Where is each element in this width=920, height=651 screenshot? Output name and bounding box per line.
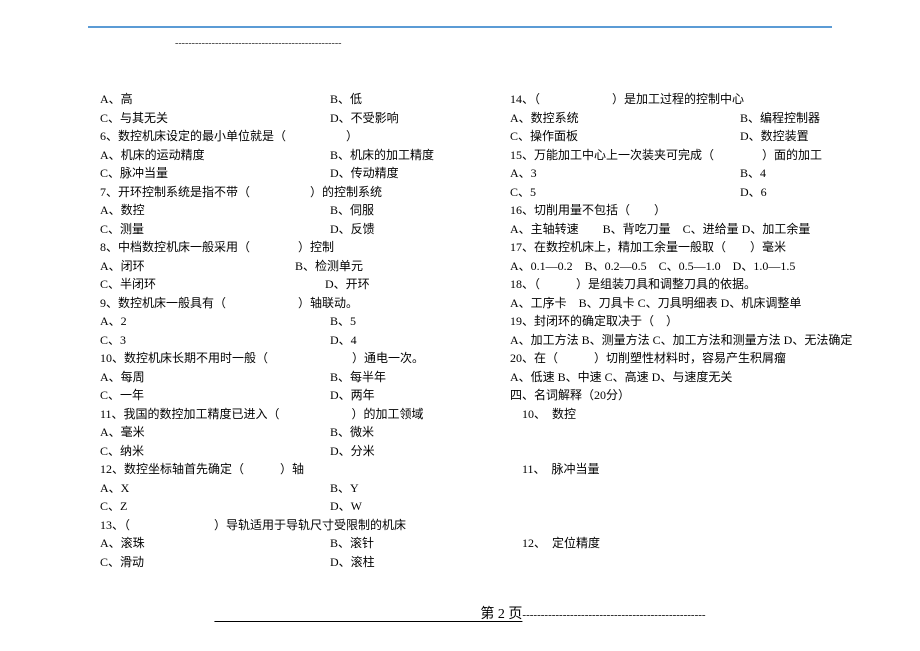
- option-c: C、脉冲当量: [100, 164, 330, 183]
- option-c: C、Z: [100, 497, 330, 516]
- option-c: C、操作面板: [510, 127, 740, 146]
- option-d: D、W: [330, 497, 362, 516]
- option-a: A、滚珠: [100, 534, 330, 553]
- option-a: A、数控: [100, 201, 330, 220]
- option-a: A、高: [100, 90, 330, 109]
- option-d: D、两年: [330, 386, 375, 405]
- question-20: 20、在（ ）切削塑性材料时，容易产生积屑瘤: [510, 349, 860, 368]
- question-14: 14、（ ）是加工过程的控制中心: [510, 90, 860, 109]
- question-9: 9、数控机床一般具有（ ）轴联动。: [100, 294, 500, 313]
- option-a: A、数控系统: [510, 109, 740, 128]
- options-18: A、工序卡 B、刀具卡 C、刀具明细表 D、机床调整单: [510, 294, 860, 313]
- option-a: A、毫米: [100, 423, 330, 442]
- top-dashes: ----------------------------------------…: [175, 38, 342, 49]
- option-b: B、5: [330, 312, 356, 331]
- term-12: 12、 定位精度: [510, 534, 860, 553]
- question-13: 13、（ ）导轨适用于导轨尺寸受限制的机床: [100, 516, 500, 535]
- question-18: 18、（ ）是组装刀具和调整刀具的依据。: [510, 275, 860, 294]
- option-b: B、微米: [330, 423, 374, 442]
- option-a: A、每周: [100, 368, 330, 387]
- question-11: 11、我国的数控加工精度已进入（ ）的加工领域: [100, 405, 500, 424]
- options-19: A、加工方法 B、测量方法 C、加工方法和测量方法 D、无法确定: [510, 331, 860, 350]
- option-c: C、3: [100, 331, 330, 350]
- option-d: D、传动精度: [330, 164, 399, 183]
- section-4-title: 四、名词解释（20分）: [510, 386, 860, 405]
- option-b: B、每半年: [330, 368, 386, 387]
- question-16: 16、切削用量不包括（ ）: [510, 201, 860, 220]
- blank: [510, 497, 860, 516]
- question-8: 8、中档数控机床一般采用（ ）控制: [100, 238, 500, 257]
- blank: [510, 423, 860, 442]
- question-6: 6、数控机床设定的最小单位就是（ ）: [100, 127, 500, 146]
- term-10: 10、 数控: [510, 405, 860, 424]
- footer-dashes: ----------------------------------------…: [522, 609, 705, 621]
- option-b: B、检测单元: [295, 257, 363, 276]
- option-b: B、编程控制器: [740, 109, 820, 128]
- option-c: C、测量: [100, 220, 330, 239]
- option-c: C、半闭环: [100, 275, 325, 294]
- footer: 第 2 页-----------------------------------…: [0, 603, 920, 623]
- option-a: A、2: [100, 312, 330, 331]
- question-19: 19、封闭环的确定取决于（ ）: [510, 312, 860, 331]
- header-rule: [88, 26, 832, 28]
- option-b: B、滚针: [330, 534, 374, 553]
- option-d: D、4: [330, 331, 357, 350]
- option-c: C、一年: [100, 386, 330, 405]
- option-d: D、开环: [325, 275, 370, 294]
- blank: [510, 479, 860, 498]
- option-b: B、伺服: [330, 201, 374, 220]
- option-b: B、Y: [330, 479, 359, 498]
- option-b: B、4: [740, 164, 766, 183]
- option-d: D、分米: [330, 442, 375, 461]
- option-b: B、机床的加工精度: [330, 146, 434, 165]
- option-a: A、闭环: [100, 257, 295, 276]
- right-column: 14、（ ）是加工过程的控制中心 A、数控系统B、编程控制器 C、操作面板D、数…: [510, 90, 860, 571]
- option-d: D、不受影响: [330, 109, 399, 128]
- option-c: C、纳米: [100, 442, 330, 461]
- question-12: 12、数控坐标轴首先确定（ ）轴: [100, 460, 500, 479]
- option-c: C、与其无关: [100, 109, 330, 128]
- options-17: A、0.1—0.2 B、0.2—0.5 C、0.5—1.0 D、1.0—1.5: [510, 257, 860, 276]
- option-a: A、机床的运动精度: [100, 146, 330, 165]
- option-b: B、低: [330, 90, 362, 109]
- question-15: 15、万能加工中心上一次装夹可完成（ ）面的加工: [510, 146, 860, 165]
- term-11: 11、 脉冲当量: [510, 460, 860, 479]
- option-c: C、5: [510, 183, 740, 202]
- option-d: D、6: [740, 183, 767, 202]
- options-16: A、主轴转速 B、背吃刀量 C、进给量 D、加工余量: [510, 220, 860, 239]
- option-d: D、滚柱: [330, 553, 375, 572]
- option-a: A、X: [100, 479, 330, 498]
- page-number: 第 2 页: [214, 607, 522, 622]
- blank: [510, 516, 860, 535]
- option-a: A、3: [510, 164, 740, 183]
- question-7: 7、开环控制系统是指不带（ ）的控制系统: [100, 183, 500, 202]
- left-column: A、高B、低 C、与其无关D、不受影响 6、数控机床设定的最小单位就是（ ） A…: [100, 90, 500, 571]
- question-17: 17、在数控机床上，精加工余量一般取（ ）毫米: [510, 238, 860, 257]
- option-c: C、滑动: [100, 553, 330, 572]
- option-d: D、反馈: [330, 220, 375, 239]
- options-20: A、低速 B、中速 C、高速 D、与速度无关: [510, 368, 860, 387]
- content-area: A、高B、低 C、与其无关D、不受影响 6、数控机床设定的最小单位就是（ ） A…: [100, 90, 860, 571]
- option-d: D、数控装置: [740, 127, 809, 146]
- question-10: 10、数控机床长期不用时一般（ ）通电一次。: [100, 349, 500, 368]
- blank: [510, 442, 860, 461]
